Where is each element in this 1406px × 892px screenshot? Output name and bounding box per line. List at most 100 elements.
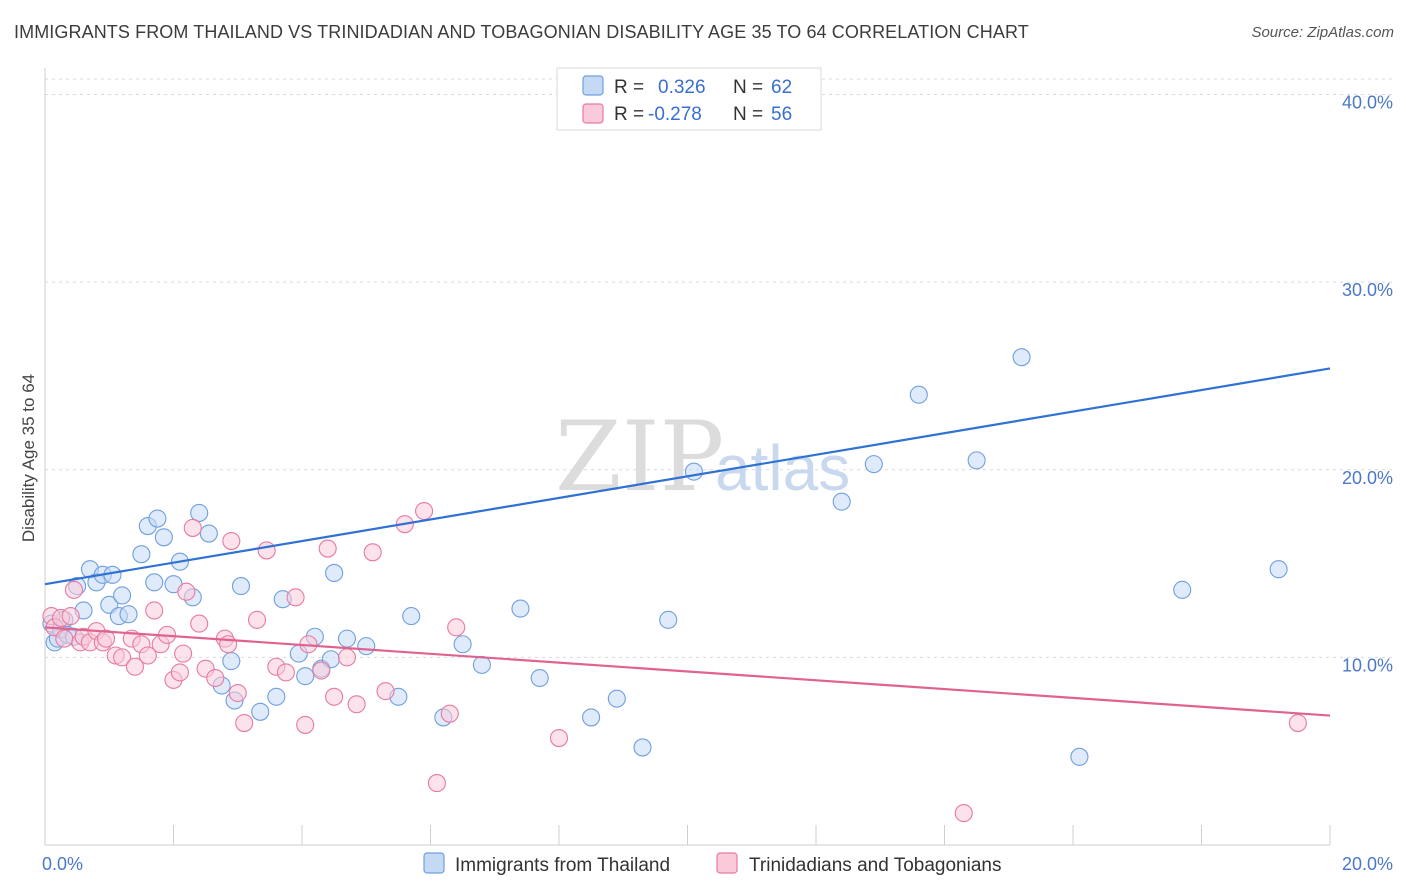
point-series1-15 [125,657,144,676]
point-series1-5 [64,580,83,599]
y-tick-label-0: 10.0% [1342,655,1393,675]
point-series0-61 [1269,560,1288,579]
point-series0-16 [119,605,138,624]
bottom-legend-swatch-thailand [423,852,445,874]
point-series0-55 [864,455,883,474]
point-series0-30 [231,577,251,596]
point-series1-35 [257,541,276,560]
legend-swatch-thailand [582,75,604,96]
point-series1-3 [55,629,74,648]
point-series0-59 [1070,747,1089,766]
point-series1-46 [363,543,382,562]
point-series1-34 [247,610,267,629]
y-tick-label-1: 20.0% [1342,468,1393,488]
legend-r-label-trinidad: R = [614,104,644,125]
point-series1-32 [228,683,247,703]
point-series1-42 [318,539,337,558]
y-axis-label: Disability Age 35 to 64 [19,374,38,542]
point-series0-21 [154,528,173,547]
data-points [42,348,1307,823]
axes [44,68,1331,846]
point-series0-41 [357,637,376,656]
point-series0-40 [337,629,357,648]
point-series1-51 [440,704,459,723]
legend-n-value-thailand: 62 [771,77,792,98]
watermark-zip: ZIP [555,401,724,513]
source-label: Source: ZipAtlas.com [1251,24,1394,41]
point-series1-49 [415,501,434,521]
point-series1-23 [174,644,193,663]
point-series0-57 [967,451,986,470]
point-series1-43 [325,687,344,706]
point-series1-37 [276,663,295,682]
point-series1-28 [206,668,225,688]
point-series0-19 [145,573,164,592]
point-series0-38 [325,563,344,583]
point-series0-17 [132,545,151,564]
point-series0-25 [190,503,209,522]
tick-labels: 10.0% 20.0% 30.0% 40.0% 0.0% 20.0% [42,93,1393,874]
legend-r-label-thailand: R = [614,77,644,98]
point-series1-24 [177,582,196,601]
point-series1-47 [376,682,395,701]
point-series0-49 [582,708,601,727]
legend-r-value-thailand: 0.326 [658,77,706,98]
point-series0-54 [832,492,851,511]
grid-lines [45,78,1393,658]
point-series0-32 [267,687,286,706]
point-series0-60 [1173,580,1192,599]
point-series0-45 [453,635,472,654]
y-tick-label-3: 40.0% [1342,93,1393,113]
trend-line-series0 [44,367,1331,586]
point-series1-25 [183,518,202,537]
point-series0-31 [251,702,270,721]
y-tick-label-2: 30.0% [1342,280,1393,300]
point-series0-15 [113,586,132,605]
point-series0-46 [472,655,491,674]
point-series1-26 [190,614,209,633]
point-series0-58 [1012,348,1031,367]
point-series1-45 [347,695,366,714]
x-tick-label-1: 20.0% [1342,854,1393,874]
point-series1-11 [96,629,116,648]
point-series0-47 [511,599,530,618]
point-series0-56 [909,385,928,404]
point-series0-50 [607,689,626,708]
point-series0-28 [222,652,241,671]
x-tick-label-0: 0.0% [42,854,83,874]
legend: R = 0.326 N = 62 R = -0.278 N = 56 [556,67,822,131]
point-series1-39 [296,715,315,734]
point-series1-41 [312,661,331,680]
point-series1-17 [138,646,157,665]
point-series0-48 [530,668,549,688]
point-series1-44 [337,648,357,667]
point-series1-52 [447,618,466,637]
point-series0-53 [684,462,703,481]
point-series0-43 [402,607,421,626]
point-series0-20 [148,509,167,528]
chart-title: IMMIGRANTS FROM THAILAND VS TRINIDADIAN … [14,22,1029,42]
bottom-legend: Immigrants from Thailand Trinidadians an… [423,852,1001,876]
point-series0-52 [659,610,678,629]
point-series1-38 [286,588,305,607]
point-series0-26 [199,524,218,543]
bottom-legend-swatch-trinidad [716,852,738,874]
point-series1-31 [222,532,241,551]
point-series1-53 [549,729,569,748]
point-series1-54 [954,804,973,823]
point-series0-51 [633,738,652,757]
point-series1-13 [113,648,132,667]
bottom-legend-label-thailand: Immigrants from Thailand [455,855,670,876]
legend-r-value-trinidad: -0.278 [648,104,702,125]
legend-n-label-trinidad: N = [733,104,763,125]
point-series1-22 [170,663,189,682]
point-series1-18 [145,601,164,620]
trend-lines [44,367,1331,717]
legend-n-label-thailand: N = [733,77,763,98]
legend-swatch-trinidad [582,103,604,124]
point-series1-55 [1288,713,1307,733]
point-series1-30 [219,635,238,654]
point-series1-50 [427,774,446,793]
bottom-legend-label-trinidad: Trinidadians and Tobagonians [749,855,1001,876]
